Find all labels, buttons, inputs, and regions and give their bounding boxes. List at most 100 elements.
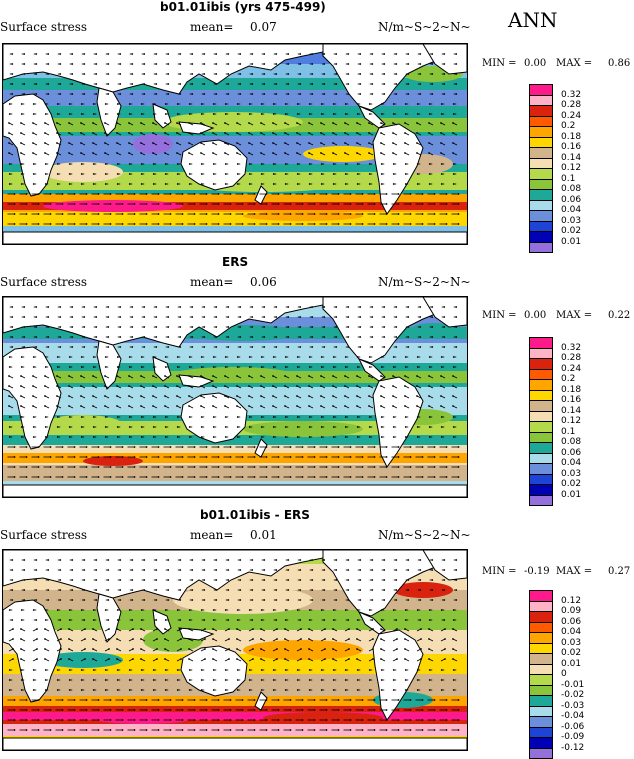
vector-head: [212, 132, 214, 134]
panel-2-mean-label: mean=: [190, 275, 233, 289]
vector-head: [105, 669, 107, 671]
vector-head: [395, 336, 397, 338]
vector-head: [302, 446, 304, 448]
vector-head: [419, 599, 421, 601]
vector-head: [14, 223, 16, 225]
vector-head: [278, 476, 280, 478]
vector-head: [224, 122, 226, 124]
vector-head: [297, 669, 299, 671]
vector-head: [431, 326, 433, 328]
panel-2-min-value: 0.00: [524, 310, 546, 321]
vector-head: [359, 73, 361, 75]
vector-head: [407, 559, 409, 561]
vector-head: [302, 699, 304, 701]
vector-head: [261, 113, 263, 115]
vector-head: [86, 466, 88, 468]
panel-3-max-label: MAX =: [556, 566, 592, 577]
vector-head: [156, 628, 158, 630]
vector-head: [215, 579, 217, 581]
vector-head: [92, 152, 94, 154]
vector-head: [117, 426, 119, 428]
panel-1-mean-label: mean=: [190, 20, 233, 34]
vector-head: [419, 336, 421, 338]
vector-head: [104, 375, 106, 377]
vector-head: [69, 163, 71, 165]
vector-head: [326, 466, 328, 468]
vector-head: [332, 142, 334, 144]
vector-head: [83, 93, 85, 95]
vector-head: [326, 699, 328, 701]
vector-head: [23, 336, 25, 338]
vector-head: [381, 436, 383, 438]
vector-head: [62, 729, 64, 731]
vector-head: [50, 446, 52, 448]
vector-head: [410, 699, 412, 701]
vector-head: [218, 223, 220, 225]
vector-head: [284, 142, 286, 144]
vector-head: [95, 53, 97, 55]
vector-head: [381, 416, 383, 418]
vector-head: [33, 416, 35, 418]
vector-head: [23, 326, 25, 328]
vector-head: [140, 658, 142, 660]
vector-head: [57, 689, 59, 691]
vector-head: [266, 193, 268, 195]
vector-head: [74, 719, 76, 721]
vector-head: [443, 619, 445, 621]
vector-head: [225, 366, 227, 368]
vector-head: [362, 203, 364, 205]
vector-head: [446, 456, 448, 458]
vector-head: [33, 426, 35, 428]
vector-head: [9, 103, 11, 105]
vector-head: [441, 416, 443, 418]
vector-head: [345, 669, 347, 671]
vector-head: [32, 395, 34, 397]
vector-head: [272, 375, 274, 377]
vector-head: [431, 579, 433, 581]
vector-head: [170, 476, 172, 478]
vector-head: [275, 306, 277, 308]
field-band: [3, 712, 467, 720]
vector-head: [129, 163, 131, 165]
vector-head: [21, 103, 23, 105]
vector-head: [261, 173, 263, 175]
vector-head: [191, 569, 193, 571]
vector-head: [26, 193, 28, 195]
vector-head: [309, 163, 311, 165]
vector-head: [260, 395, 262, 397]
vector-head: [261, 366, 263, 368]
vector-head: [57, 103, 59, 105]
vector-head: [405, 436, 407, 438]
vector-head: [407, 53, 409, 55]
vector-head: [311, 346, 313, 348]
vector-head: [381, 173, 383, 175]
vector-head: [69, 173, 71, 175]
vector-head: [228, 628, 230, 630]
vector-head: [368, 122, 370, 124]
vector-head: [204, 638, 206, 640]
vector-head: [225, 689, 227, 691]
vector-head: [9, 609, 11, 611]
vector-head: [131, 53, 133, 55]
vector-head: [251, 316, 253, 318]
vector-head: [311, 316, 313, 318]
vector-head: [131, 579, 133, 581]
vector-head: [176, 152, 178, 154]
vector-head: [203, 306, 205, 308]
vector-head: [44, 628, 46, 630]
vector-head: [20, 122, 22, 124]
vector-head: [116, 395, 118, 397]
vector-head: [428, 648, 430, 650]
vector-head: [350, 223, 352, 225]
vector-head: [95, 93, 97, 95]
vector-head: [443, 326, 445, 328]
vector-head: [371, 63, 373, 65]
vector-head: [398, 446, 400, 448]
vector-head: [71, 569, 73, 571]
vector-head: [179, 579, 181, 581]
vector-head: [276, 638, 278, 640]
vector-head: [458, 203, 460, 205]
panel-1-min-value: 0.00: [524, 58, 546, 69]
vector-head: [404, 385, 406, 387]
vector-head: [206, 466, 208, 468]
